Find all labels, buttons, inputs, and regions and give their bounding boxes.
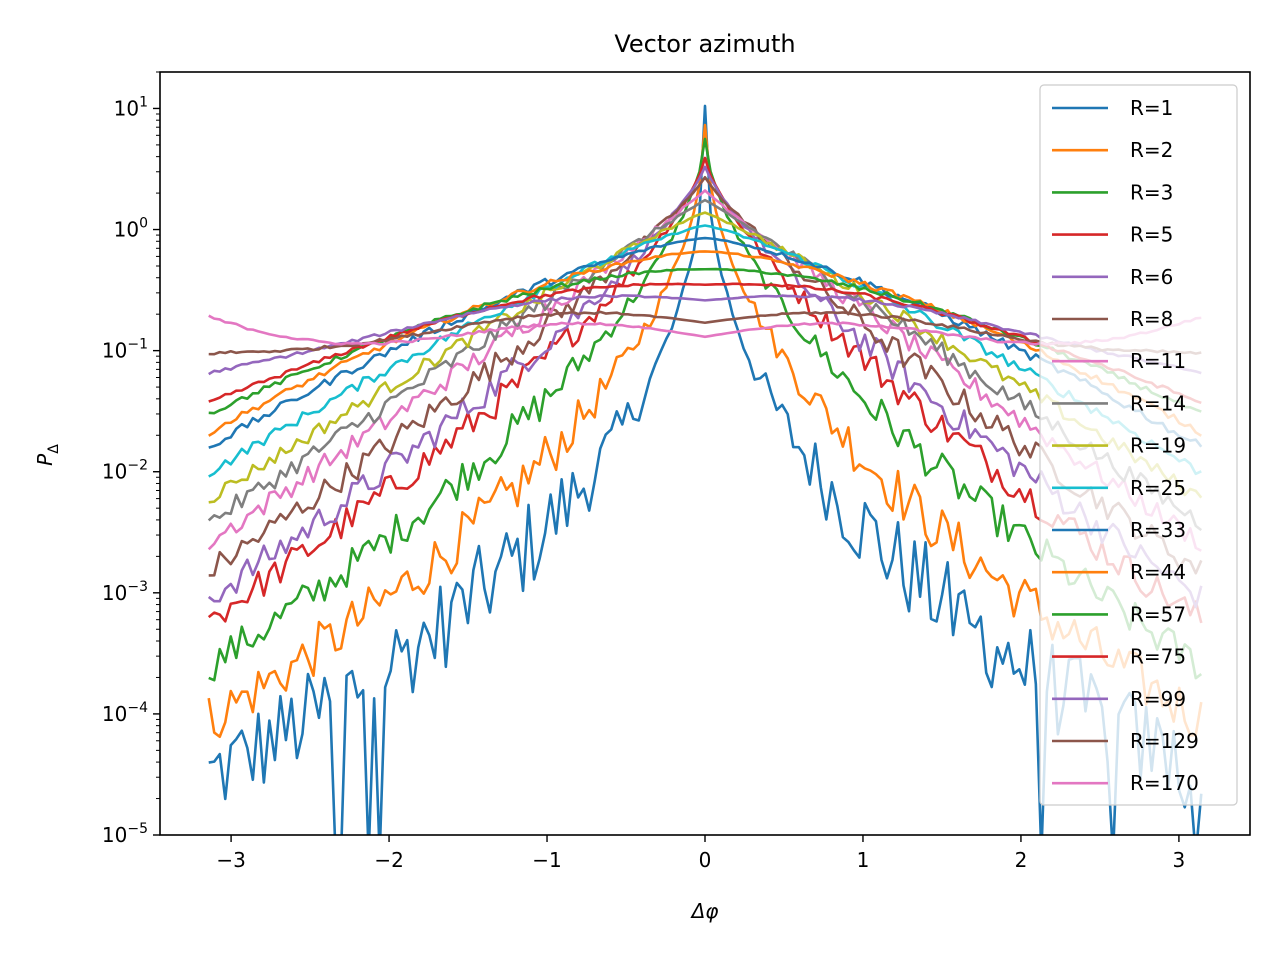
y-tick-label: 101 <box>114 94 148 120</box>
series-layer <box>207 104 1203 835</box>
y-tick-base: 10 <box>102 581 127 605</box>
y-tick-exponent: −5 <box>127 821 148 837</box>
legend-label: R=129 <box>1130 729 1199 753</box>
y-tick-label: 100 <box>114 216 148 242</box>
y-tick-base: 10 <box>114 218 139 242</box>
legend-box <box>1039 84 1238 806</box>
x-tick-label: 3 <box>1173 848 1186 872</box>
y-tick-base: 10 <box>102 460 127 484</box>
series-line-r-33 <box>208 236 1203 449</box>
legend-label: R=99 <box>1130 687 1186 711</box>
y-tick-label: 10−3 <box>102 579 148 605</box>
y-tick-exponent: −2 <box>127 458 148 474</box>
legend-label: R=14 <box>1130 391 1186 415</box>
legend-label: R=75 <box>1130 645 1186 669</box>
legend-label: R=11 <box>1130 349 1186 373</box>
x-tick-label: 1 <box>857 848 870 872</box>
series-line-r-14 <box>207 198 1203 532</box>
series-line-r-25 <box>208 224 1202 478</box>
y-axis-label-sub: Δ <box>46 444 62 454</box>
y-tick-label: 10−5 <box>102 821 148 847</box>
y-tick-exponent: −3 <box>127 579 148 595</box>
series-line-r-8 <box>208 176 1203 577</box>
legend: R=1 R=2 R=3 R=5 R=6 R=8 R=11 R=14 R=19 R=25 R=33 R=… <box>1039 84 1238 806</box>
x-axis-label: Δφ <box>690 899 719 923</box>
series-line-r-170 <box>208 314 1202 346</box>
chart-title: Vector azimuth <box>614 30 795 58</box>
series-line-r-2 <box>207 123 1203 739</box>
y-tick-label: 10−1 <box>102 337 148 363</box>
y-tick-label: 10−4 <box>102 700 148 726</box>
y-tick-base: 10 <box>114 96 139 120</box>
legend-label: R=19 <box>1130 434 1186 458</box>
y-tick-base: 10 <box>102 702 127 726</box>
series-line-r-6 <box>207 165 1203 609</box>
series-line-r-3 <box>208 137 1203 682</box>
y-axis-label: PΔ <box>33 444 62 466</box>
series-line-r-19 <box>208 211 1203 504</box>
legend-label: R=6 <box>1130 265 1173 289</box>
legend-label: R=33 <box>1130 518 1186 542</box>
legend-label: R=57 <box>1130 602 1186 626</box>
x-tick-label: 2 <box>1015 848 1028 872</box>
x-axis: −3 −2 −1 0 1 2 3 <box>216 835 1185 872</box>
legend-label: R=44 <box>1130 560 1186 584</box>
y-tick-exponent: −1 <box>127 337 148 353</box>
legend-label: R=3 <box>1130 180 1173 204</box>
legend-label: R=8 <box>1130 307 1173 331</box>
y-tick-exponent: −4 <box>127 700 148 716</box>
y-tick-label: 10−2 <box>102 458 148 484</box>
legend-label: R=5 <box>1130 223 1173 247</box>
y-tick-exponent: 1 <box>139 94 148 110</box>
plot-area <box>159 71 1251 836</box>
x-tick-label: 0 <box>699 848 712 872</box>
y-tick-base: 10 <box>102 339 127 363</box>
legend-label: R=1 <box>1130 96 1173 120</box>
svg-text:PΔ: PΔ <box>33 444 62 466</box>
series-line-r-1 <box>208 104 1203 835</box>
x-tick-label: −3 <box>216 848 245 872</box>
series-line-r-5 <box>207 156 1203 624</box>
y-tick-exponent: 0 <box>139 216 148 232</box>
series-line-r-44 <box>208 250 1202 437</box>
legend-label: R=2 <box>1130 138 1173 162</box>
x-tick-label: −2 <box>374 848 403 872</box>
series-line-r-99 <box>208 294 1202 376</box>
x-tick-label: −1 <box>532 848 561 872</box>
legend-label: R=170 <box>1130 771 1199 795</box>
y-axis-label-main: P <box>33 453 57 466</box>
legend-label: R=25 <box>1130 476 1186 500</box>
y-tick-base: 10 <box>102 823 127 847</box>
